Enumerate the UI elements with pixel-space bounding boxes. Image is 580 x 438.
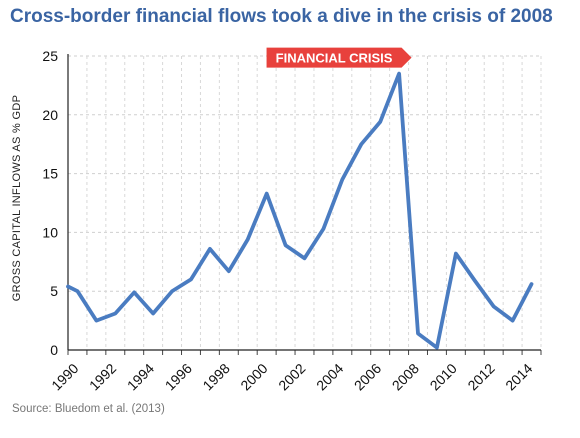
- financial-crisis-annotation: FINANCIAL CRISIS: [266, 47, 412, 68]
- source-note: Source: Bluedom et al. (2013): [12, 403, 165, 415]
- x-tick-label: 2008: [389, 360, 422, 393]
- series-line-1: [66, 71, 534, 350]
- y-tick-label: 20: [42, 107, 58, 123]
- y-tick-label: 25: [42, 48, 58, 64]
- annotation-label: FINANCIAL CRISIS: [276, 51, 393, 66]
- y-tick-label: 10: [42, 224, 58, 240]
- y-axis-ticks: 0 5 10 15 20 25: [42, 48, 58, 358]
- x-tick-label: 1990: [48, 360, 81, 393]
- axes: [67, 54, 542, 355]
- annotation-arrow-box: [266, 47, 412, 68]
- x-tick-label: 2012: [464, 360, 497, 393]
- series-group: [66, 71, 534, 350]
- x-tick-label: 1996: [162, 360, 195, 393]
- x-tick-label: 2004: [313, 360, 346, 393]
- x-tick-label: 2006: [351, 360, 384, 393]
- y-tick-label: 5: [50, 283, 58, 299]
- y-tick-label: 0: [50, 342, 58, 358]
- x-tick-label: 1992: [86, 360, 119, 393]
- x-tick-label: 2010: [427, 360, 460, 393]
- x-tick-label: 2002: [275, 360, 308, 393]
- x-axis-ticks: 1990 1992 1994 1996 1998 2000 2002 2004 2006 2008…: [48, 360, 536, 393]
- grid: [67, 55, 542, 350]
- chart-title: Cross-border financial flows took a dive…: [10, 6, 553, 27]
- x-tick-label: 2000: [237, 360, 270, 393]
- y-axis-label: GROSS CAPITAL INFLOWS AS % GDP: [11, 95, 23, 301]
- x-tick-label: 1994: [124, 360, 157, 393]
- x-tick-label: 1998: [199, 360, 232, 393]
- x-tick-label: 2014: [502, 360, 535, 393]
- y-tick-label: 15: [42, 166, 58, 182]
